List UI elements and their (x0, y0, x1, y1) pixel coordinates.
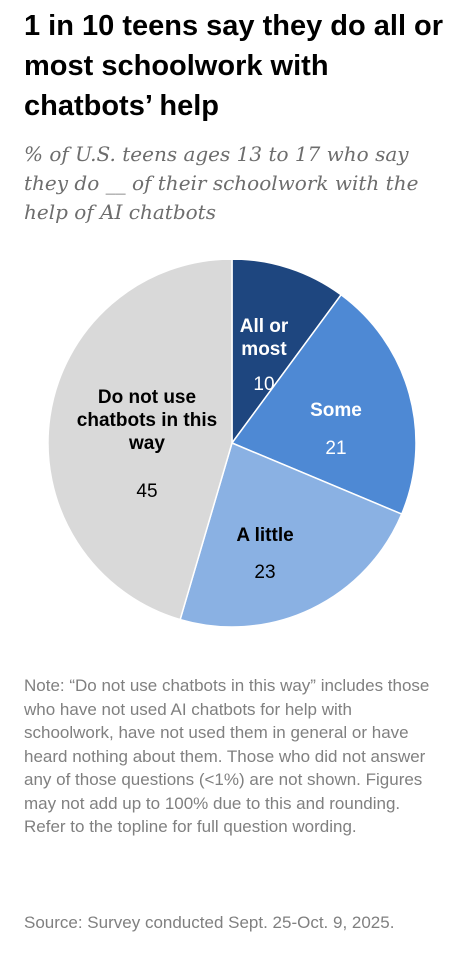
chart-note: Note: “Do not use chatbots in this way” … (24, 676, 430, 836)
pie-chart: All or most 10 Some 21 A little 23 Do not use ch… (47, 260, 417, 628)
slice-label-some: Some (310, 400, 362, 421)
slice-label-do-not-use-chatbots-in-this-way: Do not use chatbots in this way (77, 387, 217, 454)
slice-value-a-little: 23 (254, 562, 275, 583)
pie-slice-a-little (179, 441, 403, 628)
pie-slice-do-not-use-chatbots-in-this-way (47, 260, 233, 621)
pie-slice-all-or-most (231, 260, 343, 446)
pie-slice-some (230, 293, 417, 516)
chart-title: 1 in 10 teens say they do all or most sc… (24, 10, 444, 122)
slice-value-all-or-most: 10 (253, 374, 274, 395)
slice-label-all-or-most: All or most (240, 316, 289, 360)
chart-source: Source: Survey conducted Sept. 25-Oct. 9… (24, 913, 395, 932)
chart-subtitle: % of U.S. teens ages 13 to 17 who say th… (24, 142, 419, 224)
slice-value-do-not-use-chatbots-in-this-way: 45 (136, 481, 157, 502)
slice-label-a-little: A little (236, 525, 293, 546)
slice-value-some: 21 (325, 438, 346, 459)
